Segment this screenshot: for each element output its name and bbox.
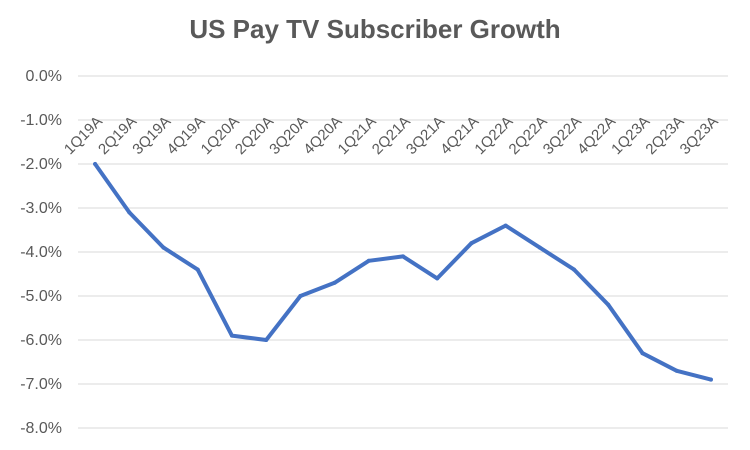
y-tick-label: -7.0% <box>20 376 62 393</box>
y-tick-label: -8.0% <box>20 420 62 437</box>
y-tick-label: -1.0% <box>20 112 62 129</box>
y-tick-label: -2.0% <box>20 156 62 173</box>
data-point <box>195 267 200 272</box>
data-point <box>640 351 645 356</box>
data-point <box>298 294 303 298</box>
data-point <box>537 245 542 250</box>
y-axis-labels: 0.0% -1.0% -2.0% -3.0% -4.0% -5.0% -6.0% -7.0% -… <box>20 68 62 437</box>
gridlines <box>78 75 728 429</box>
chart-title: US Pay TV Subscriber Growth <box>189 14 561 44</box>
data-point <box>674 368 679 373</box>
data-point <box>435 276 440 281</box>
y-tick-label: -6.0% <box>20 332 62 349</box>
y-tick-label: -3.0% <box>20 200 62 217</box>
data-point <box>127 210 132 215</box>
data-point <box>161 245 166 250</box>
data-point <box>229 333 234 338</box>
data-point <box>503 223 508 228</box>
data-point <box>264 338 269 342</box>
data-point <box>469 241 474 246</box>
y-tick-label: -4.0% <box>20 244 62 261</box>
data-point <box>401 254 405 259</box>
data-point <box>606 302 611 307</box>
data-point <box>332 280 337 285</box>
data-point <box>93 162 98 166</box>
data-point <box>708 377 713 382</box>
series-group <box>93 162 713 382</box>
y-tick-label: -5.0% <box>20 288 62 305</box>
data-point <box>366 258 371 263</box>
y-tick-label: 0.0% <box>26 68 62 85</box>
series-line <box>93 162 713 382</box>
data-point <box>572 267 577 272</box>
